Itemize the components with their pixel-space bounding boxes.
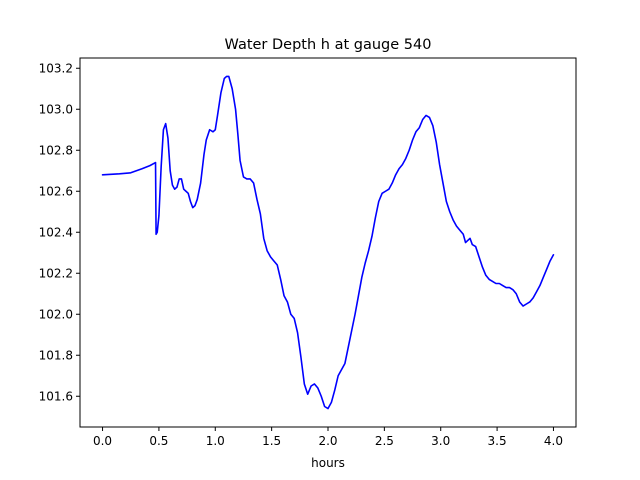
- x-tick-label: 2.5: [375, 434, 394, 448]
- y-tick-label: 103.0: [39, 102, 73, 116]
- y-axis-ticks: 101.6 101.8 102.0 102.2 102.4 102.6 102.8 103.0…: [39, 61, 80, 403]
- y-tick-label: 102.4: [39, 225, 73, 239]
- y-tick-label: 102.0: [39, 307, 73, 321]
- y-tick-label: 101.8: [39, 348, 73, 362]
- chart-title: Water Depth h at gauge 540: [225, 37, 432, 53]
- water-depth-line: [101, 75, 555, 410]
- y-tick-label: 101.6: [39, 389, 73, 403]
- plot-area-frame: [79, 57, 577, 428]
- x-tick-label: 2.0: [318, 434, 337, 448]
- x-tick-label: 1.5: [262, 434, 281, 448]
- y-tick-label: 102.8: [39, 143, 73, 157]
- x-tick-label: 4.0: [544, 434, 563, 448]
- y-tick-label: 103.2: [39, 61, 73, 75]
- x-tick-label: 3.0: [431, 434, 450, 448]
- y-tick-label: 102.6: [39, 184, 73, 198]
- x-tick-label: 1.0: [206, 434, 225, 448]
- x-axis-ticks: 0.0 0.5 1.0 1.5 2.0 2.5 3.0 3.5 4.0: [93, 427, 563, 448]
- y-tick-label: 102.2: [39, 266, 73, 280]
- x-tick-label: 3.5: [488, 434, 507, 448]
- x-tick-label: 0.5: [149, 434, 168, 448]
- x-axis-label: hours: [311, 456, 345, 470]
- x-tick-label: 0.0: [93, 434, 112, 448]
